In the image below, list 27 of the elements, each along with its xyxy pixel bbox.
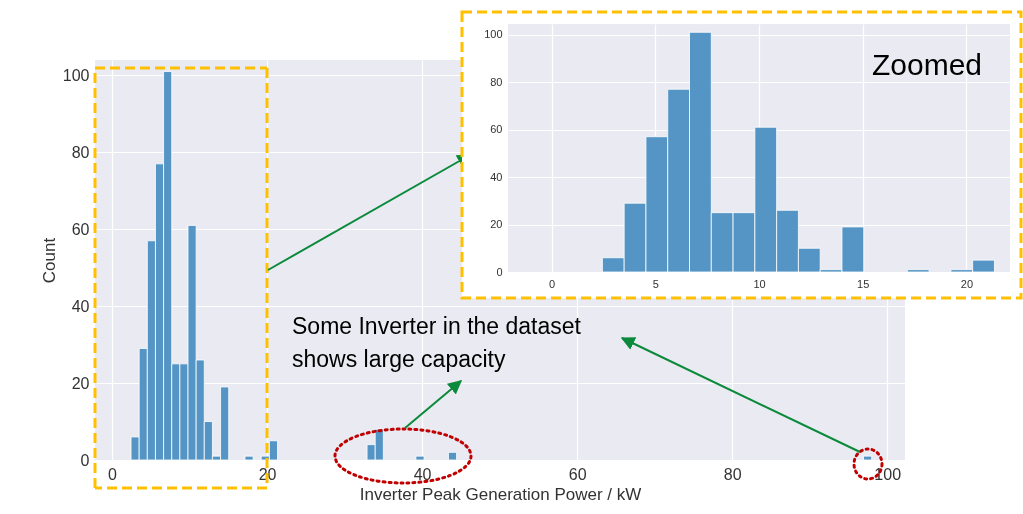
annotation: Zoomed <box>872 48 983 82</box>
x-tick-label: 20 <box>960 277 974 290</box>
x-tick-label: 80 <box>723 465 742 483</box>
x-tick-label: 0 <box>549 277 556 290</box>
x-tick-label: 60 <box>568 465 587 483</box>
y-tick-label: 20 <box>490 218 503 231</box>
annotation: Some Inverter in the dataset shows large capacity <box>292 312 582 374</box>
y-tick-label: 80 <box>71 143 90 161</box>
y-tick-label: 40 <box>490 170 503 183</box>
x-tick-label: 20 <box>258 465 277 483</box>
x-tick-label: 5 <box>652 277 659 290</box>
x-tick-label: 15 <box>857 277 870 290</box>
y-axis-title: Count <box>39 237 59 284</box>
x-axis-title: Inverter Peak Generation Power / kW <box>359 484 642 504</box>
y-tick-label: 0 <box>80 451 90 469</box>
y-tick-label: 100 <box>484 28 503 41</box>
x-tick-label: 10 <box>753 277 766 290</box>
x-tick-label: 100 <box>874 465 902 483</box>
y-tick-label: 80 <box>490 75 503 88</box>
y-tick-label: 0 <box>496 265 503 278</box>
y-tick-label: 60 <box>490 123 503 136</box>
y-tick-label: 20 <box>71 374 90 392</box>
x-tick-label: 0 <box>108 465 118 483</box>
y-tick-label: 40 <box>71 297 90 315</box>
y-tick-label: 60 <box>71 220 90 238</box>
x-tick-label: 40 <box>413 465 432 483</box>
y-tick-label: 100 <box>62 66 90 84</box>
